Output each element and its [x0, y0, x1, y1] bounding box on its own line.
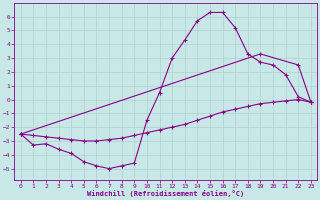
- X-axis label: Windchill (Refroidissement éolien,°C): Windchill (Refroidissement éolien,°C): [87, 190, 244, 197]
